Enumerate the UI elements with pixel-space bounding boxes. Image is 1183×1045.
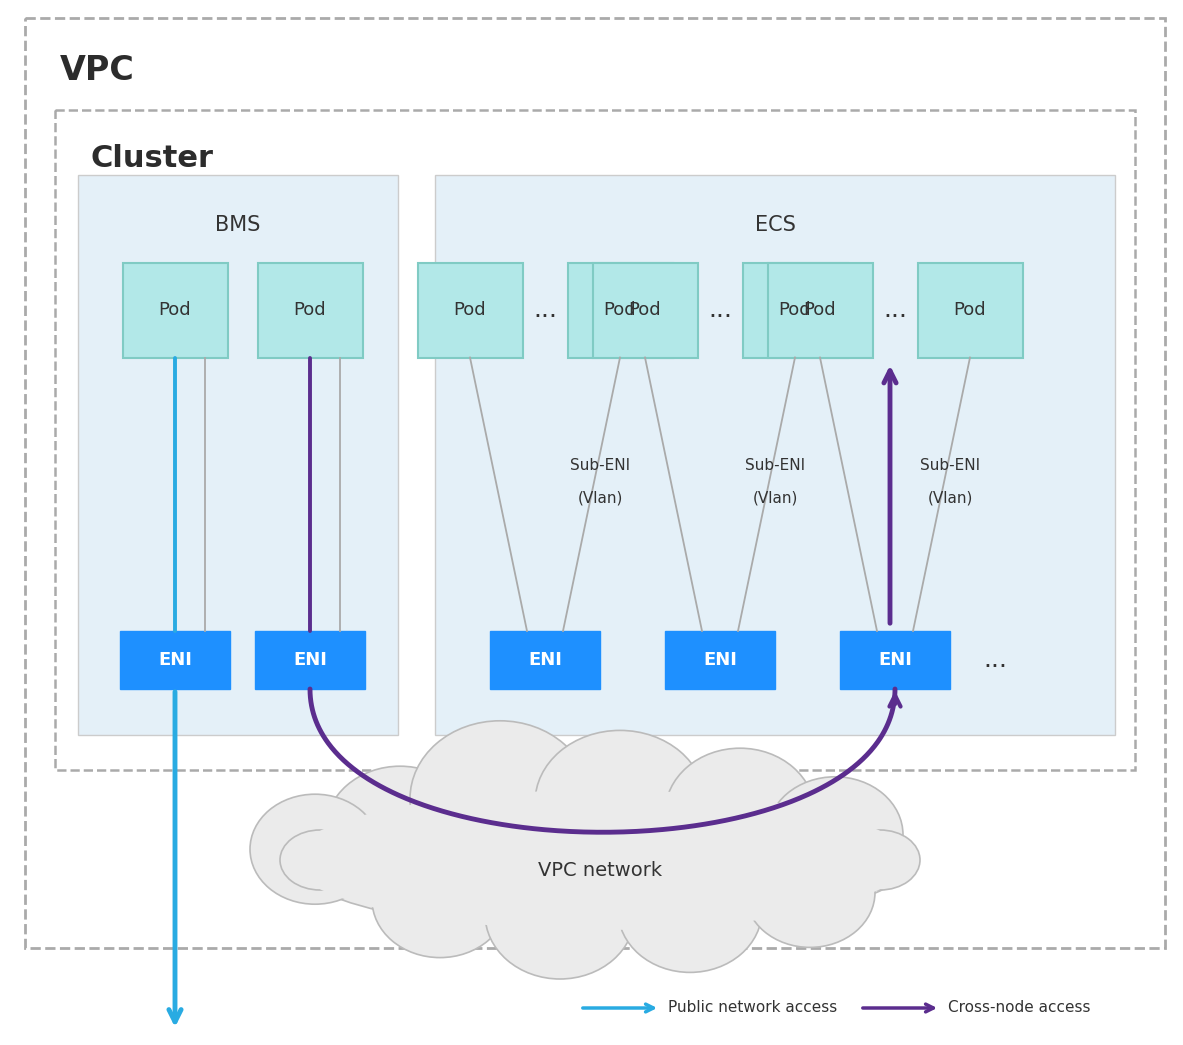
Text: Pod: Pod xyxy=(953,301,987,319)
Ellipse shape xyxy=(767,776,903,892)
Bar xyxy=(78,175,397,735)
Ellipse shape xyxy=(371,841,508,957)
Bar xyxy=(418,262,523,357)
Text: ...: ... xyxy=(883,298,907,322)
Text: Public network access: Public network access xyxy=(668,1000,838,1016)
Text: Pod: Pod xyxy=(603,301,636,319)
Text: Pod: Pod xyxy=(293,301,327,319)
Bar xyxy=(25,18,1165,948)
Text: ENI: ENI xyxy=(293,651,327,669)
Bar xyxy=(435,175,1116,735)
Text: ECS: ECS xyxy=(755,215,795,235)
Bar xyxy=(119,631,230,689)
Ellipse shape xyxy=(292,790,909,930)
Text: ENI: ENI xyxy=(703,651,737,669)
Text: Pod: Pod xyxy=(778,301,812,319)
Ellipse shape xyxy=(618,849,762,973)
Ellipse shape xyxy=(250,794,380,904)
Text: Pod: Pod xyxy=(628,301,661,319)
Bar xyxy=(490,631,600,689)
Text: ...: ... xyxy=(707,298,732,322)
Text: BMS: BMS xyxy=(215,215,260,235)
Bar xyxy=(54,110,1134,770)
Ellipse shape xyxy=(665,748,815,878)
Text: ...: ... xyxy=(534,298,557,322)
Bar xyxy=(743,262,847,357)
Ellipse shape xyxy=(280,830,360,890)
Text: (Vlan): (Vlan) xyxy=(752,490,797,506)
Text: ENI: ENI xyxy=(528,651,562,669)
Ellipse shape xyxy=(535,730,705,875)
Text: Sub-ENI: Sub-ENI xyxy=(920,458,980,472)
Ellipse shape xyxy=(485,849,635,979)
Text: ...: ... xyxy=(983,648,1007,672)
Text: Pod: Pod xyxy=(803,301,836,319)
Text: (Vlan): (Vlan) xyxy=(577,490,622,506)
Bar xyxy=(25,18,1165,948)
Text: Pod: Pod xyxy=(454,301,486,319)
Text: VPC: VPC xyxy=(60,53,135,87)
Bar xyxy=(665,631,775,689)
Bar xyxy=(123,262,227,357)
Ellipse shape xyxy=(325,766,476,897)
Bar xyxy=(54,110,1134,770)
Text: Sub-ENI: Sub-ENI xyxy=(570,458,631,472)
Text: (Vlan): (Vlan) xyxy=(927,490,972,506)
Text: ENI: ENI xyxy=(159,651,192,669)
Text: VPC network: VPC network xyxy=(538,860,662,880)
Ellipse shape xyxy=(411,721,590,877)
Bar xyxy=(256,631,366,689)
Text: Cross-node access: Cross-node access xyxy=(948,1000,1091,1016)
Bar xyxy=(258,262,362,357)
Bar xyxy=(768,262,873,357)
Text: ENI: ENI xyxy=(878,651,912,669)
Bar xyxy=(840,631,950,689)
Text: Sub-ENI: Sub-ENI xyxy=(745,458,806,472)
Text: Pod: Pod xyxy=(159,301,192,319)
Ellipse shape xyxy=(745,837,875,948)
Bar xyxy=(568,262,672,357)
Bar xyxy=(593,262,698,357)
Text: Cluster: Cluster xyxy=(90,143,213,172)
Ellipse shape xyxy=(290,788,910,932)
Bar xyxy=(918,262,1022,357)
Ellipse shape xyxy=(840,830,920,890)
